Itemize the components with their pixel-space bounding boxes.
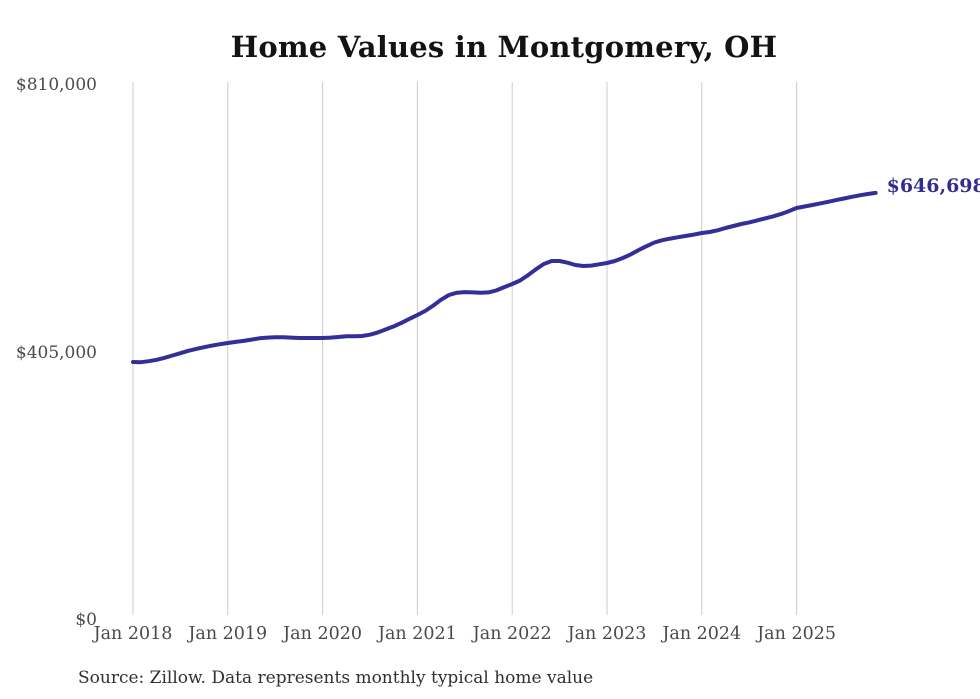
- x-tick-jan-2023: Jan 2023: [567, 624, 647, 644]
- latest-value-label: $646,698: [886, 174, 980, 197]
- home-value-line: [131, 190, 878, 365]
- x-tick-jan-2022: Jan 2022: [472, 624, 552, 644]
- y-tick-0: $0: [75, 610, 97, 630]
- gridlines: [132, 82, 798, 615]
- x-tick-jan-2020: Jan 2020: [283, 624, 362, 644]
- x-tick-jan-2018: Jan 2018: [93, 624, 173, 644]
- x-tick-jan-2025: Jan 2025: [757, 624, 836, 644]
- source-note: Source: Zillow. Data represents monthly …: [78, 668, 594, 688]
- chart-title: Home Values in Montgomery, OH: [230, 30, 778, 64]
- x-tick-jan-2019: Jan 2019: [188, 624, 268, 644]
- x-tick-jan-2021: Jan 2021: [377, 624, 457, 644]
- y-tick-810000: $810,000: [15, 75, 97, 95]
- x-tick-jan-2024: Jan 2024: [662, 624, 742, 644]
- y-tick-405000: $405,000: [15, 342, 97, 363]
